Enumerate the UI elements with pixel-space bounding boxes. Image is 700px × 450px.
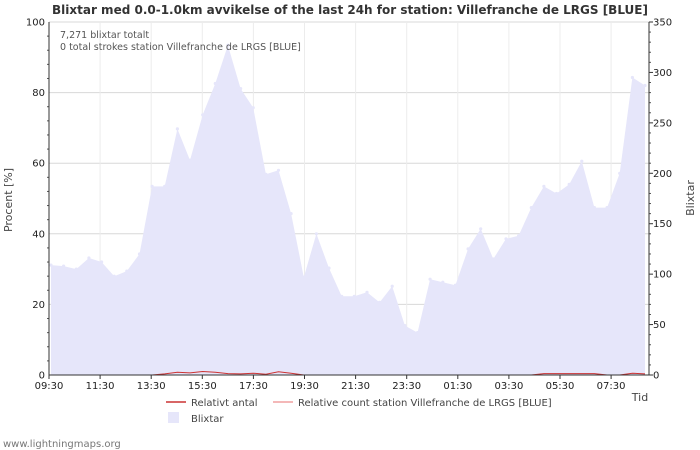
y-right-tick-label: 100 bbox=[653, 270, 672, 281]
y-right-tick-label: 0 bbox=[653, 371, 659, 382]
blixtar-point bbox=[62, 264, 66, 268]
y-right-tick-label: 200 bbox=[653, 169, 672, 180]
blixtar-point bbox=[251, 106, 255, 110]
blixtar-point bbox=[365, 290, 369, 294]
x-tick-label: 13:30 bbox=[137, 381, 166, 392]
blixtar-point bbox=[239, 87, 243, 91]
blixtar-point bbox=[441, 280, 445, 284]
blixtar-point bbox=[390, 284, 394, 288]
blixtar-point bbox=[201, 113, 205, 117]
blixtar-point bbox=[125, 269, 129, 273]
blixtar-point bbox=[213, 81, 217, 86]
blixtar-point bbox=[605, 206, 609, 210]
x-tick-label: 05:30 bbox=[546, 381, 575, 392]
y-left-tick-label: 80 bbox=[32, 88, 45, 99]
y-left-axis-title: Procent [%] bbox=[2, 168, 15, 232]
area-layer bbox=[49, 43, 647, 375]
blixtar-point bbox=[175, 127, 179, 131]
blixtar-point bbox=[87, 256, 91, 260]
y-right-tick-label: 300 bbox=[653, 68, 672, 79]
x-tick-label: 01:30 bbox=[443, 381, 472, 392]
blixtar-point bbox=[49, 263, 53, 267]
legend-label-blixtar: Blixtar bbox=[191, 414, 224, 425]
blixtar-point bbox=[554, 191, 559, 196]
y-left-tick-label: 60 bbox=[32, 159, 45, 170]
blixtar-area bbox=[51, 45, 645, 375]
y-right-tick-label: 150 bbox=[653, 219, 672, 230]
blixtar-point bbox=[580, 159, 584, 163]
x-tick-label: 07:30 bbox=[597, 381, 626, 392]
x-tick-label: 17:30 bbox=[239, 381, 268, 392]
total-lightning-count: 7,271 blixtar totalt bbox=[60, 30, 149, 41]
x-tick-label: 03:30 bbox=[494, 381, 523, 392]
blixtar-point bbox=[289, 212, 293, 216]
blixtar-point bbox=[112, 274, 116, 278]
blixtar-point bbox=[137, 252, 142, 256]
x-tick-label: 11:30 bbox=[86, 381, 115, 392]
y-right-tick-label: 50 bbox=[653, 320, 666, 331]
blixtar-point bbox=[188, 158, 192, 162]
blixtar-point bbox=[415, 331, 420, 335]
blixtar-point bbox=[150, 184, 154, 188]
blixtar-point bbox=[378, 300, 382, 304]
y-left-tick-label: 100 bbox=[26, 18, 45, 29]
y-right-axis-title: Blixtar bbox=[684, 180, 697, 216]
blixtar-point bbox=[643, 83, 647, 88]
legend: Relativt antal Relative count station Vil… bbox=[166, 398, 552, 425]
blixtar-point bbox=[542, 184, 546, 188]
blixtar-point bbox=[100, 260, 104, 264]
blixtar-point bbox=[453, 283, 457, 287]
blixtar-point bbox=[491, 257, 495, 261]
legend-label-relative-count-station: Relative count station Villefranche de L… bbox=[298, 398, 552, 409]
blixtar-point bbox=[352, 294, 356, 298]
blixtar-point bbox=[340, 294, 344, 298]
blixtar-point bbox=[314, 232, 318, 236]
x-tick-label: 21:30 bbox=[341, 381, 370, 392]
axes: 0 20 40 60 80 100 0 50 100 150 200 250 300 350 09:30 11… bbox=[2, 18, 697, 405]
y-left-tick-label: 0 bbox=[39, 371, 45, 382]
blixtar-point bbox=[163, 184, 167, 188]
y-right-tick-label: 350 bbox=[653, 18, 672, 29]
legend-label-relativt-antal: Relativt antal bbox=[191, 398, 258, 409]
blixtar-point bbox=[276, 168, 281, 172]
chart-title: Blixtar med 0.0-1.0km avvikelse of the l… bbox=[52, 3, 648, 17]
blixtar-point bbox=[74, 267, 78, 271]
x-tick-label: 15:30 bbox=[188, 381, 217, 392]
footer-text: www.lightningmaps.org bbox=[3, 439, 121, 450]
y-left-tick-label: 40 bbox=[32, 229, 45, 240]
blixtar-point bbox=[403, 324, 407, 328]
legend-swatch-blixtar bbox=[168, 412, 179, 423]
blixtar-point bbox=[428, 277, 432, 281]
blixtar-point bbox=[466, 247, 470, 251]
x-tick-label: 23:30 bbox=[392, 381, 421, 392]
blixtar-point bbox=[226, 43, 230, 47]
y-right-tick-label: 250 bbox=[653, 118, 672, 129]
blixtar-point bbox=[517, 234, 521, 238]
total-strokes-station: 0 total strokes station Villefranche de … bbox=[60, 42, 301, 53]
blixtar-point bbox=[504, 237, 508, 241]
blixtar-point bbox=[264, 172, 268, 176]
blixtar-point bbox=[567, 182, 571, 186]
blixtar-point bbox=[630, 75, 635, 80]
x-tick-label: 19:30 bbox=[290, 381, 319, 392]
blixtar-point bbox=[618, 171, 622, 175]
blixtar-point bbox=[529, 206, 533, 210]
blixtar-point bbox=[327, 266, 331, 270]
blixtar-point bbox=[479, 227, 483, 231]
blixtar-point bbox=[592, 206, 597, 210]
x-axis-title: Tid bbox=[631, 391, 648, 404]
blixtar-point bbox=[302, 275, 306, 279]
y-left-tick-label: 20 bbox=[32, 300, 45, 311]
x-tick-label: 09:30 bbox=[35, 381, 64, 392]
